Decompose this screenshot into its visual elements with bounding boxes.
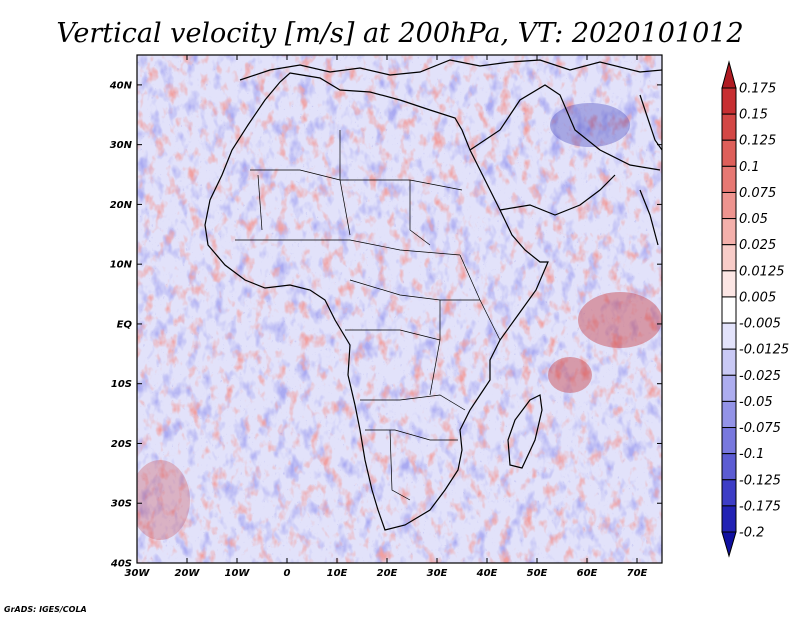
y-tick-label: 40N: [109, 80, 133, 91]
legend-label: -0.05: [739, 395, 773, 410]
x-tick-label: 20W: [175, 568, 201, 579]
border-congo: [345, 329, 441, 341]
legend-label: -0.175: [739, 499, 781, 514]
border-great-lakes: [429, 300, 441, 396]
y-tick-label: 30N: [110, 140, 133, 151]
legend-swatch: [721, 479, 737, 507]
legend-swatch: [721, 322, 737, 350]
legend-label: -0.025: [739, 369, 781, 384]
chart-title: Vertical velocity [m/s] at 200hPa, VT: 2…: [56, 18, 743, 49]
border-sahel: [235, 239, 461, 256]
legend-label: 0.1: [739, 160, 760, 175]
y-tick-label: EQ: [117, 319, 133, 330]
legend-label: 0.175: [739, 82, 776, 97]
europe-coastline: [239, 59, 662, 81]
india-coastline: [639, 189, 659, 246]
border-horn: [459, 254, 501, 341]
legend-label: 0.125: [739, 134, 776, 149]
arabia-coastline: [469, 84, 661, 171]
border-central: [349, 279, 480, 301]
border-algeria-niger: [339, 130, 351, 236]
legend-label: -0.125: [739, 473, 781, 488]
border-south-central: [360, 394, 466, 411]
legend-swatch: [721, 165, 737, 193]
x-tick-label: 10W: [225, 568, 251, 579]
legend-swatch: [721, 348, 737, 376]
x-tick-label: 30E: [427, 568, 448, 579]
field-feature-southwest: [137, 460, 190, 540]
y-tick-label: 10N: [110, 260, 133, 271]
legend-swatch: [721, 244, 737, 272]
legend-swatch: [721, 296, 737, 324]
legend-swatch: [721, 139, 737, 167]
legend-swatch: [721, 453, 737, 481]
x-tick-label: 30W: [125, 568, 151, 579]
legend-swatch: [721, 270, 737, 298]
legend-label: -0.005: [739, 317, 781, 332]
x-tick-label: 50E: [527, 568, 548, 579]
border-libya-sudan: [409, 180, 431, 246]
coastlines: [204, 59, 662, 531]
x-tick-label: 10E: [327, 568, 348, 579]
x-tick-label: 60E: [577, 568, 598, 579]
legend-lower-arrow: [721, 531, 737, 558]
field-feature-iran: [550, 103, 630, 147]
legend-label: 0.05: [739, 212, 768, 227]
legend-swatch: [721, 427, 737, 455]
x-tick-label: 20E: [377, 568, 398, 579]
legend-label: 0.0125: [739, 264, 785, 279]
legend-label: -0.0125: [739, 343, 789, 358]
arabia-south-coastline: [499, 174, 616, 216]
x-tick-label: 40E: [476, 568, 498, 579]
x-tick-label: 70E: [627, 568, 648, 579]
legend-label: -0.1: [739, 447, 764, 462]
legend-swatch: [721, 218, 737, 246]
legend-swatch: [721, 374, 737, 402]
south-asia-coastline: [639, 94, 662, 151]
legend-label: -0.075: [739, 421, 781, 436]
grads-credit: GrADS: IGES/COLA: [4, 605, 87, 614]
legend-swatch: [721, 87, 737, 115]
field-feature-indian-ocean: [578, 292, 662, 348]
legend-swatch: [721, 113, 737, 141]
y-tick-label: 10S: [111, 379, 132, 390]
field-fine-texture: [137, 55, 662, 563]
y-axis: 40N 30N 20N 10N EQ 10S 20S 30S 40S: [109, 80, 662, 570]
border-botswana: [389, 429, 411, 501]
color-legend: 0.175 0.15 0.125 0.1 0.075 0.05 0.025 0.0125 0.0…: [721, 60, 789, 558]
y-tick-label: 30S: [111, 499, 132, 510]
field-layer: [137, 55, 662, 563]
legend-swatch: [721, 505, 737, 533]
x-axis: 30W 20W 10W 0 10E 20E 30E 40E 50E 60E 70E: [125, 55, 648, 579]
legend-label: 0.15: [739, 108, 768, 123]
legend-label: 0.075: [739, 186, 776, 201]
y-tick-label: 20S: [111, 439, 132, 450]
legend-label: -0.2: [739, 526, 764, 541]
border-mauritania: [257, 174, 263, 231]
field-feature-madagascar-east: [548, 357, 592, 393]
country-borders: [235, 130, 501, 501]
legend-swatch: [721, 400, 737, 429]
plot-frame: [136, 54, 663, 564]
legend-label: 0.005: [739, 290, 776, 305]
legend-label: 0.025: [739, 238, 776, 253]
border-southern: [365, 429, 458, 441]
africa-coastline: [204, 72, 549, 531]
y-tick-label: 40S: [110, 559, 132, 570]
legend-swatch: [721, 191, 737, 220]
legend-upper-arrow: [721, 60, 737, 89]
y-tick-label: 20N: [110, 200, 133, 211]
x-tick-label: 0: [284, 568, 291, 579]
madagascar-coastline: [507, 394, 543, 469]
